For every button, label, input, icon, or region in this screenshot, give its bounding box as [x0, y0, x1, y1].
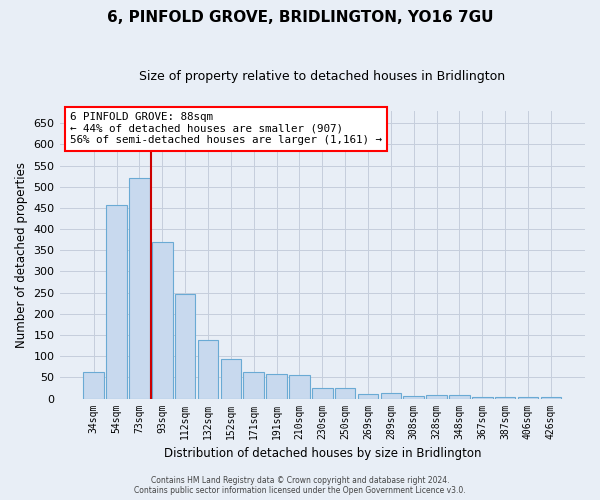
Text: 6, PINFOLD GROVE, BRIDLINGTON, YO16 7GU: 6, PINFOLD GROVE, BRIDLINGTON, YO16 7GU: [107, 10, 493, 25]
Bar: [244, 372, 264, 398]
Bar: [83, 372, 104, 398]
Bar: [312, 388, 332, 398]
Bar: [198, 340, 218, 398]
Title: Size of property relative to detached houses in Bridlington: Size of property relative to detached ho…: [139, 70, 505, 83]
Y-axis label: Number of detached properties: Number of detached properties: [15, 162, 28, 348]
Bar: [335, 388, 355, 398]
Bar: [221, 359, 241, 399]
Bar: [472, 397, 493, 398]
Bar: [449, 395, 470, 398]
Bar: [495, 397, 515, 398]
Bar: [266, 374, 287, 398]
X-axis label: Distribution of detached houses by size in Bridlington: Distribution of detached houses by size …: [164, 447, 481, 460]
Bar: [358, 394, 378, 398]
Bar: [380, 394, 401, 398]
Bar: [152, 242, 173, 398]
Bar: [518, 397, 538, 398]
Bar: [289, 376, 310, 398]
Bar: [426, 395, 447, 398]
Text: 6 PINFOLD GROVE: 88sqm
← 44% of detached houses are smaller (907)
56% of semi-de: 6 PINFOLD GROVE: 88sqm ← 44% of detached…: [70, 112, 382, 145]
Bar: [403, 396, 424, 398]
Bar: [175, 294, 196, 399]
Bar: [129, 178, 150, 398]
Text: Contains HM Land Registry data © Crown copyright and database right 2024.
Contai: Contains HM Land Registry data © Crown c…: [134, 476, 466, 495]
Bar: [106, 204, 127, 398]
